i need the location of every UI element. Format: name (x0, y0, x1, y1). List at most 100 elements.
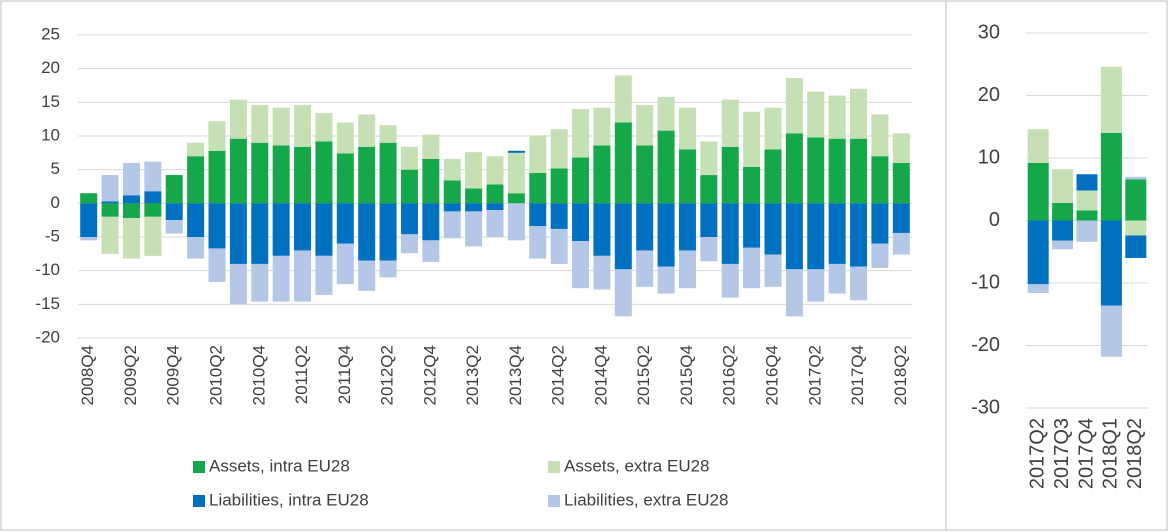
bar (743, 247, 761, 289)
x-tick-label: 2013Q2 (463, 345, 482, 406)
bar (700, 141, 718, 176)
bar (422, 240, 440, 262)
y-tick-label: -5 (45, 226, 60, 245)
bar (529, 135, 547, 174)
bar (486, 203, 504, 211)
x-tick-label: 2015Q4 (677, 345, 696, 406)
bar (764, 203, 782, 255)
bar (700, 175, 718, 204)
bar (1100, 66, 1122, 133)
bar (807, 137, 825, 204)
x-tick-label: 2015Q2 (634, 345, 653, 406)
x-tick-label: 2018Q2 (891, 345, 910, 406)
bar (315, 255, 333, 295)
bar (379, 260, 397, 278)
bar (229, 99, 247, 139)
bar (743, 111, 761, 167)
y-tick-label: -20 (35, 327, 60, 346)
bar (144, 191, 162, 204)
bar (443, 211, 461, 239)
bar (871, 243, 889, 268)
bar (657, 266, 675, 294)
bar (678, 250, 696, 289)
bar (593, 145, 611, 204)
x-tick-label: 2010Q4 (249, 345, 268, 406)
bar (700, 237, 718, 262)
x-tick-label: 2010Q2 (206, 345, 225, 406)
bar (529, 226, 547, 259)
bar (486, 210, 504, 237)
bar (636, 203, 654, 251)
bar (892, 232, 910, 255)
bar (572, 157, 590, 204)
bar (892, 162, 910, 204)
y-tick-label: 0 (989, 209, 1000, 231)
bar (828, 138, 846, 204)
bar (272, 145, 290, 204)
bar (807, 91, 825, 138)
bar (400, 203, 418, 235)
bar (550, 228, 568, 264)
bar (465, 203, 483, 212)
bar (721, 99, 739, 147)
bar (101, 216, 119, 254)
bar (208, 121, 226, 151)
y-tick-label: 10 (41, 125, 60, 144)
bar (700, 203, 718, 237)
bar (572, 241, 590, 289)
bar (807, 269, 825, 302)
bar (1076, 174, 1098, 191)
legend-label: Assets, extra EU28 (564, 456, 710, 475)
bar (80, 203, 98, 237)
bar (764, 254, 782, 287)
bar (336, 203, 354, 244)
y-tick-label: -10 (971, 271, 1000, 293)
y-tick-label: -10 (35, 260, 60, 279)
bar (208, 150, 226, 204)
y-tick-label: 20 (41, 58, 60, 77)
bar (1027, 220, 1049, 285)
bar (208, 203, 226, 249)
bar (358, 146, 376, 204)
y-tick-label: -20 (971, 334, 1000, 356)
bar (187, 237, 205, 259)
bar (294, 105, 312, 147)
x-tick-label: 2017Q3 (1051, 418, 1073, 489)
bar (828, 263, 846, 294)
bar (379, 203, 397, 261)
x-tick-label: 2009Q4 (164, 345, 183, 406)
bar (743, 166, 761, 204)
bar (294, 203, 312, 251)
bar (422, 158, 440, 204)
y-tick-label: -30 (971, 396, 1000, 418)
x-tick-label: 2016Q4 (762, 345, 781, 406)
bar (850, 266, 868, 301)
bar (1100, 133, 1122, 221)
bar (871, 203, 889, 244)
bar (358, 203, 376, 261)
legend-label: Liabilities, intra EU28 (209, 490, 369, 509)
bar (529, 173, 547, 204)
bar (465, 188, 483, 204)
x-tick-label: 2011Q4 (335, 345, 354, 404)
bar (251, 142, 269, 204)
bar (443, 158, 461, 181)
bar (294, 250, 312, 302)
bar (1125, 179, 1147, 221)
y-tick-label: 30 (978, 21, 1000, 43)
bar (336, 122, 354, 154)
y-tick-label: 25 (41, 24, 60, 43)
bar (1125, 235, 1147, 258)
bar (1076, 220, 1098, 242)
bar (165, 175, 183, 204)
bar (657, 130, 675, 204)
x-tick-label: 2014Q2 (549, 345, 568, 406)
bar (1052, 169, 1074, 203)
bar (1076, 190, 1098, 211)
x-tick-label: 2017Q4 (1075, 418, 1097, 489)
bar (892, 133, 910, 163)
x-tick-label: 2018Q1 (1100, 418, 1122, 489)
bar (294, 146, 312, 204)
bar (850, 138, 868, 204)
